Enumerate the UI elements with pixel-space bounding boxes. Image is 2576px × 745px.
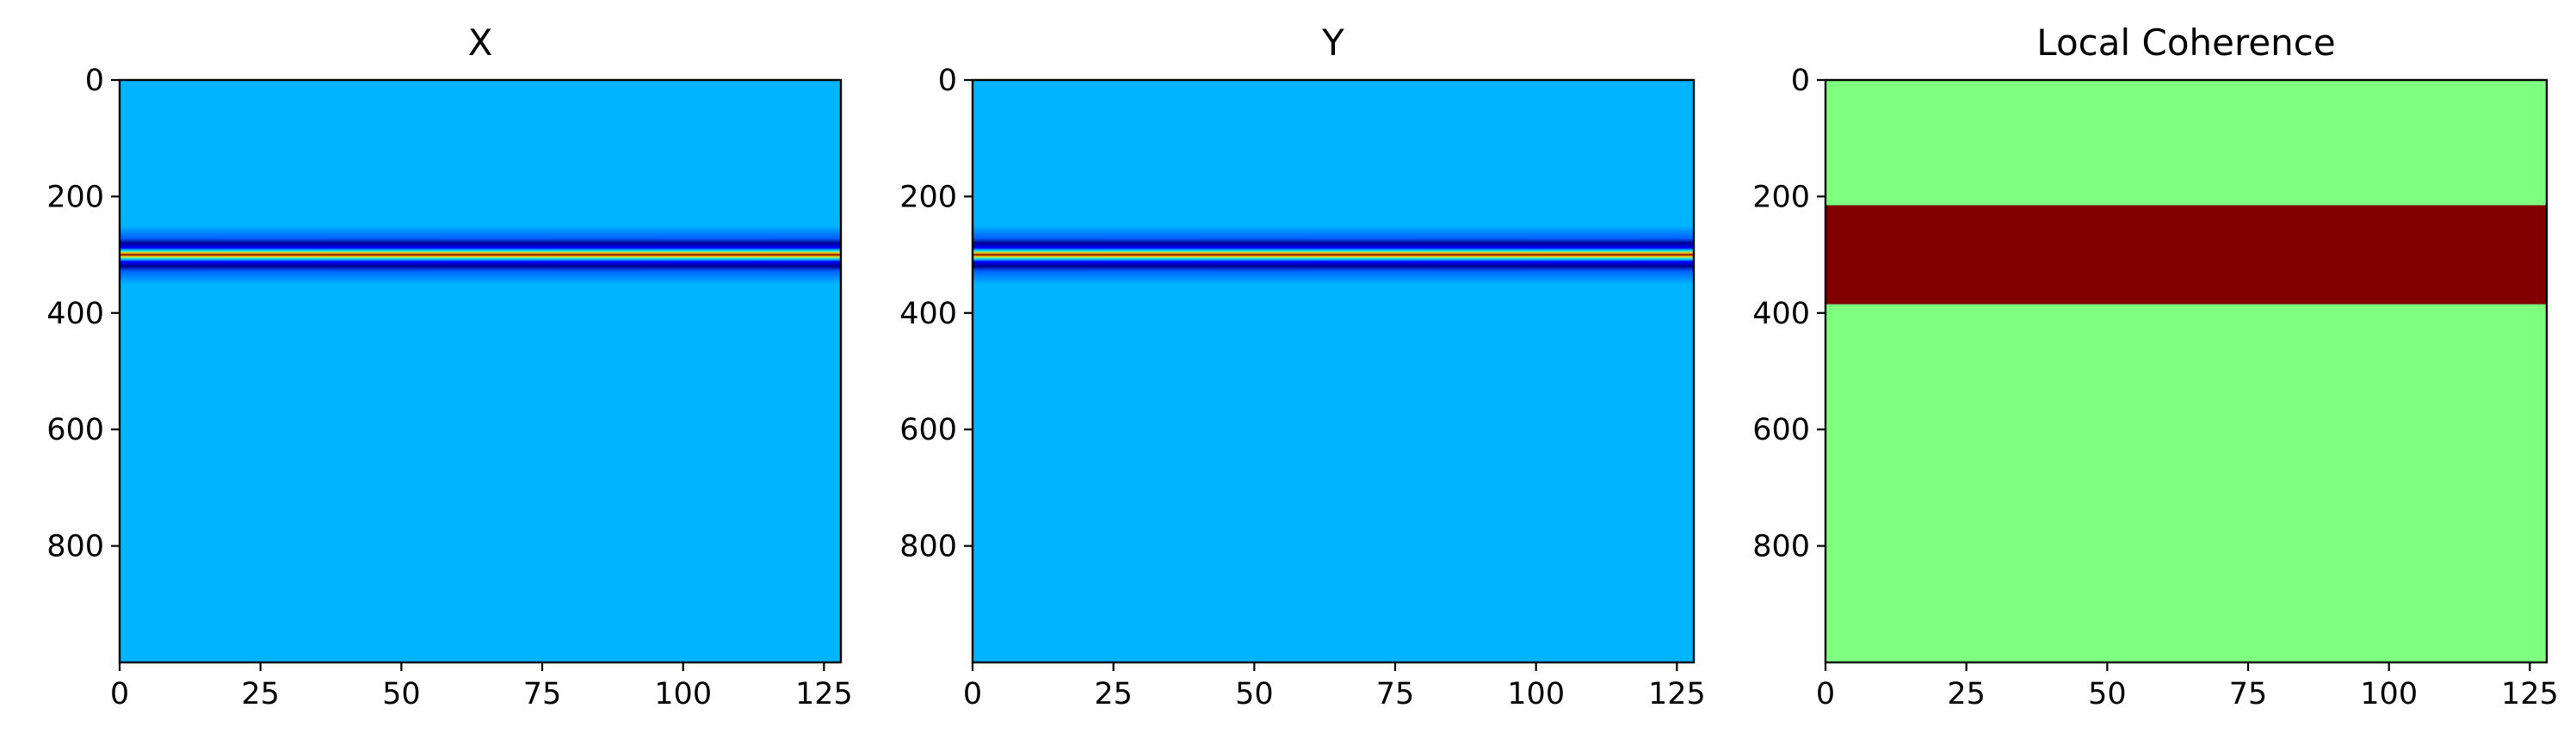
y-tick-label: 0 bbox=[1791, 64, 1810, 98]
y-tick-label: 800 bbox=[1752, 530, 1810, 564]
heatmap-background bbox=[973, 80, 1694, 662]
axes-frame bbox=[1824, 78, 2548, 664]
x-tick-label: 0 bbox=[963, 677, 982, 711]
heatmap-band bbox=[120, 225, 841, 284]
y-tick-label: 400 bbox=[1752, 297, 1810, 331]
panel-title: Local Coherence bbox=[2036, 22, 2335, 64]
x-tick-label: 75 bbox=[1376, 677, 1415, 711]
x-tick-label: 100 bbox=[1507, 677, 1565, 711]
x-tick-label: 0 bbox=[110, 677, 129, 711]
y-tick-label: 0 bbox=[85, 64, 104, 98]
heatmap-background bbox=[1825, 80, 2547, 662]
y-tick-label: 200 bbox=[46, 180, 104, 214]
heatmap-background bbox=[120, 80, 841, 662]
y-tick-label: 400 bbox=[899, 297, 957, 331]
x-tick-label: 75 bbox=[523, 677, 562, 711]
x-tick-label: 50 bbox=[382, 677, 421, 711]
x-tick-label: 0 bbox=[1816, 677, 1835, 711]
y-tick-label: 600 bbox=[46, 413, 104, 447]
x-tick-label: 75 bbox=[2229, 677, 2268, 711]
y-tick-label: 0 bbox=[938, 64, 957, 98]
x-tick-label: 25 bbox=[1094, 677, 1133, 711]
y-tick-label: 600 bbox=[899, 413, 957, 447]
x-tick-label: 125 bbox=[1648, 677, 1706, 711]
x-tick-label: 50 bbox=[1235, 677, 1274, 711]
axes-frame bbox=[971, 78, 1696, 664]
heatmap-region-1 bbox=[1825, 205, 2547, 305]
y-tick-label: 200 bbox=[899, 180, 957, 214]
x-tick-label: 125 bbox=[795, 677, 853, 711]
x-tick-label: 125 bbox=[2501, 677, 2559, 711]
y-tick-label: 200 bbox=[1752, 180, 1810, 214]
x-tick-label: 100 bbox=[654, 677, 712, 711]
y-tick-label: 400 bbox=[46, 297, 104, 331]
x-tick-label: 25 bbox=[241, 677, 280, 711]
x-tick-label: 25 bbox=[1947, 677, 1986, 711]
y-tick-label: 800 bbox=[46, 530, 104, 564]
heatmap-band bbox=[973, 225, 1694, 284]
axes-frame bbox=[118, 78, 843, 664]
x-tick-label: 100 bbox=[2360, 677, 2418, 711]
panel-1: X 0 25 50 75 100 125 0 200 400 600 800 bbox=[46, 22, 853, 711]
x-tick-label: 50 bbox=[2088, 677, 2127, 711]
panel-title: Y bbox=[1321, 22, 1344, 64]
panel-title: X bbox=[468, 22, 493, 64]
panel-3: Local Coherence 0 25 50 75 100 125 0 200 400 600 80… bbox=[1752, 22, 2559, 711]
y-tick-label: 800 bbox=[899, 530, 957, 564]
panel-2: Y 0 25 50 75 100 125 0 200 400 600 800 bbox=[899, 22, 1706, 711]
y-tick-label: 600 bbox=[1752, 413, 1810, 447]
